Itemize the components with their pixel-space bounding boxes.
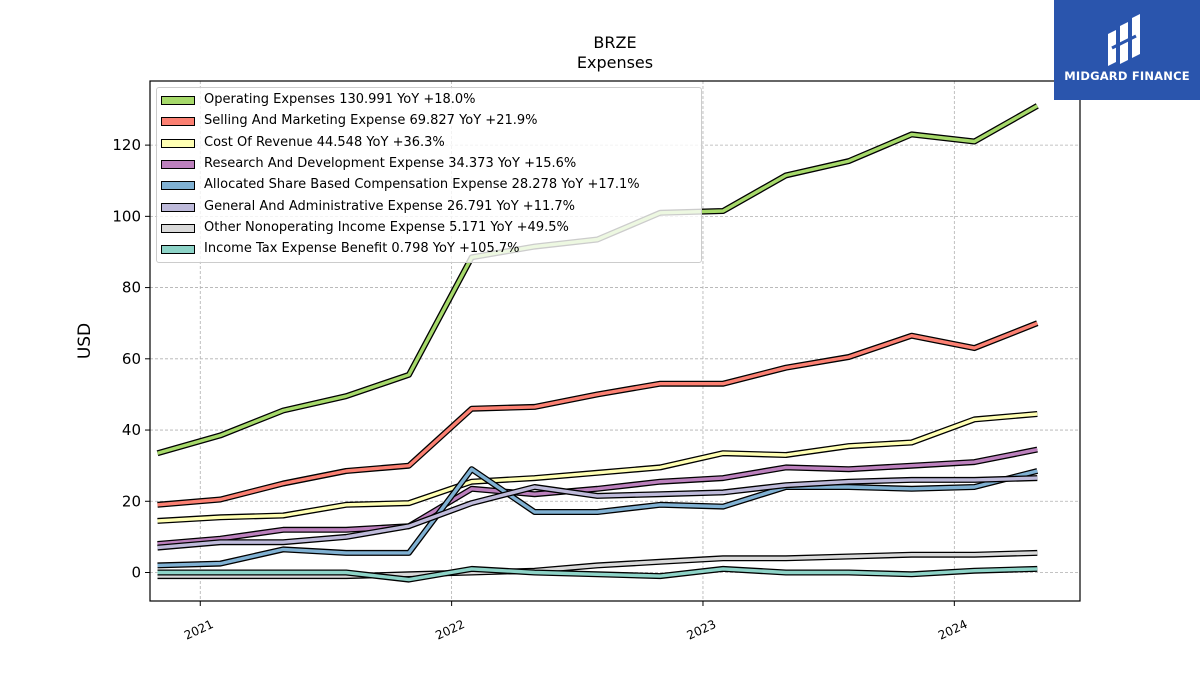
- y-tick-label: 40: [122, 421, 141, 439]
- legend-label: General And Administrative Expense 26.79…: [204, 198, 575, 214]
- brand-logo: MIDGARD FINANCE: [1054, 0, 1200, 100]
- series-1: [157, 320, 1039, 508]
- chart-title: BRZE: [593, 33, 637, 52]
- legend-label: Selling And Marketing Expense 69.827 YoY…: [204, 113, 538, 129]
- legend-swatch: [161, 181, 195, 191]
- x-tick-label: 2022: [433, 617, 467, 643]
- series-line: [157, 412, 1038, 523]
- series-3: [157, 446, 1038, 547]
- plot-frame: [149, 80, 1081, 602]
- legend-swatch: [161, 96, 195, 105]
- series-6: [157, 549, 1038, 580]
- logo-mark-icon: [1108, 14, 1140, 66]
- y-tick-label: 100: [112, 207, 141, 225]
- y-tick-label: 60: [122, 350, 141, 368]
- legend-label: Allocated Share Based Compensation Expen…: [204, 177, 640, 193]
- legend-label: Cost Of Revenue 44.548 YoY +36.3%: [204, 134, 445, 150]
- y-tick-label: 80: [122, 279, 141, 297]
- legend-swatch: [161, 117, 195, 127]
- legend-swatch: [161, 223, 195, 233]
- legend-label: Operating Expenses 130.991 YoY +18.0%: [204, 92, 476, 107]
- chart-subtitle: Expenses: [576, 53, 654, 72]
- y-tick-label: 120: [112, 136, 141, 154]
- legend-swatch: [161, 138, 195, 148]
- logo-text: MIDGARD FINANCE: [1064, 69, 1190, 83]
- legend-swatch: [161, 202, 195, 212]
- y-tick-label: 20: [122, 492, 141, 510]
- series-line: [157, 476, 1038, 550]
- legend-label: Other Nonoperating Income Expense 5.171 …: [204, 219, 569, 235]
- x-tick-label: 2024: [936, 617, 970, 643]
- legend-swatch: [161, 245, 195, 255]
- legend-label: Income Tax Expense Benefit 0.798 YoY +10…: [204, 241, 520, 257]
- legend-swatch: [161, 159, 195, 169]
- series-5: [157, 475, 1038, 551]
- series-line: [157, 567, 1038, 582]
- series-line: [157, 551, 1038, 578]
- x-tick-label: 2021: [182, 617, 216, 643]
- series-line: [157, 447, 1038, 546]
- y-tick-label: 0: [131, 564, 141, 582]
- x-tick-label: 2023: [685, 617, 719, 643]
- legend-label: Research And Development Expense 34.373 …: [204, 155, 577, 171]
- y-axis-label: USD: [75, 323, 95, 359]
- series-7: [157, 565, 1038, 583]
- series-line: [157, 467, 1038, 568]
- series-line: [157, 321, 1038, 507]
- series-4: [157, 466, 1039, 569]
- chart-legend: Operating Expenses 130.991 YoY +18.0% Sel…: [156, 87, 702, 263]
- series-2: [157, 411, 1038, 524]
